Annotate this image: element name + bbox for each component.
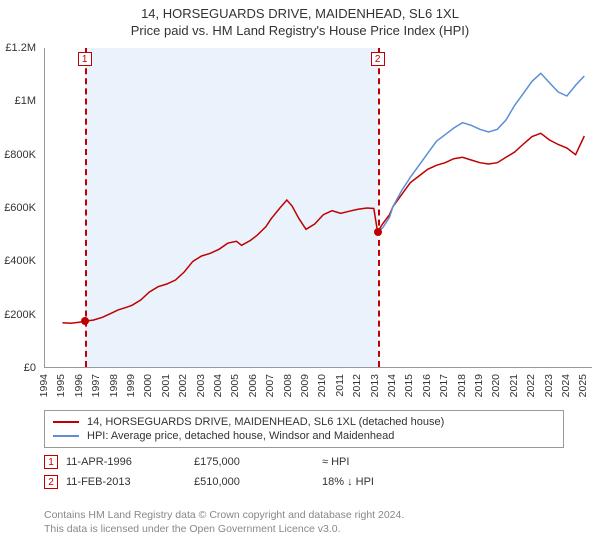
legend-label: 14, HORSEGUARDS DRIVE, MAIDENHEAD, SL6 1… [87, 416, 444, 428]
x-tick-label: 2012 [351, 374, 363, 397]
x-tick-label: 2013 [369, 374, 381, 397]
legend-label: HPI: Average price, detached house, Wind… [87, 430, 394, 442]
chart-container: 14, HORSEGUARDS DRIVE, MAIDENHEAD, SL6 1… [0, 0, 600, 560]
legend: 14, HORSEGUARDS DRIVE, MAIDENHEAD, SL6 1… [44, 410, 564, 448]
x-tick-label: 1994 [38, 374, 50, 397]
x-tick-label: 2000 [142, 374, 154, 397]
legend-item: HPI: Average price, detached house, Wind… [53, 429, 555, 443]
legend-swatch [53, 435, 79, 437]
y-tick-label: £0 [24, 362, 36, 374]
x-tick-label: 2011 [334, 374, 346, 397]
sale-dot [81, 317, 89, 325]
y-tick-label: £400K [4, 255, 36, 267]
footer: Contains HM Land Registry data © Crown c… [44, 508, 564, 536]
x-tick-label: 1998 [108, 374, 120, 397]
title-block: 14, HORSEGUARDS DRIVE, MAIDENHEAD, SL6 1… [0, 0, 600, 38]
x-tick-label: 2008 [282, 374, 294, 397]
x-tick-label: 2017 [438, 374, 450, 397]
x-tick-label: 2023 [543, 374, 555, 397]
x-tick-label: 2020 [490, 374, 502, 397]
x-tick-label: 2006 [247, 374, 259, 397]
series-hpi [378, 73, 585, 232]
event-price: £510,000 [194, 476, 314, 488]
x-tick-label: 2010 [316, 374, 328, 397]
footer-line-2: This data is licensed under the Open Gov… [44, 522, 564, 536]
event-date: 11-FEB-2013 [66, 476, 186, 488]
sale-marker: 1 [78, 52, 92, 66]
x-tick-label: 2009 [299, 374, 311, 397]
x-tick-label: 2022 [525, 374, 537, 397]
x-tick-label: 2024 [560, 374, 572, 397]
x-tick-label: 2019 [473, 374, 485, 397]
x-tick-label: 2007 [264, 374, 276, 397]
sale-dot [374, 228, 382, 236]
x-tick-label: 2002 [177, 374, 189, 397]
plot-area: 12 [44, 48, 592, 368]
x-tick-label: 2005 [229, 374, 241, 397]
y-tick-label: £1M [15, 95, 36, 107]
y-tick-label: £800K [4, 149, 36, 161]
x-tick-label: 2025 [577, 374, 589, 397]
x-tick-label: 2003 [195, 374, 207, 397]
series-price_paid [62, 133, 584, 323]
sale-events: 1 11-APR-1996 £175,000 ≈ HPI 2 11-FEB-2013 £51… [44, 452, 564, 492]
x-tick-label: 1996 [73, 374, 85, 397]
title-line-2: Price paid vs. HM Land Registry's House … [0, 23, 600, 38]
x-tick-label: 1997 [90, 374, 102, 397]
x-tick-label: 2015 [403, 374, 415, 397]
sale-marker: 2 [371, 52, 385, 66]
footer-line-1: Contains HM Land Registry data © Crown c… [44, 508, 564, 522]
x-tick-label: 2016 [421, 374, 433, 397]
event-date: 11-APR-1996 [66, 456, 186, 468]
event-relation: 18% ↓ HPI [322, 476, 442, 488]
y-tick-label: £200K [4, 309, 36, 321]
sale-vline [378, 48, 380, 367]
title-line-1: 14, HORSEGUARDS DRIVE, MAIDENHEAD, SL6 1… [0, 6, 600, 21]
x-tick-label: 1999 [125, 374, 137, 397]
x-tick-label: 2018 [456, 374, 468, 397]
event-marker: 2 [44, 475, 58, 489]
event-relation: ≈ HPI [322, 456, 442, 468]
legend-box: 14, HORSEGUARDS DRIVE, MAIDENHEAD, SL6 1… [44, 410, 564, 448]
x-tick-label: 2021 [508, 374, 520, 397]
chart-area: £0£200K£400K£600K£800K£1M£1.2M 12 199419… [0, 48, 600, 400]
event-row: 2 11-FEB-2013 £510,000 18% ↓ HPI [44, 472, 564, 492]
series-svg [45, 48, 593, 368]
y-tick-label: £1.2M [5, 42, 36, 54]
x-tick-label: 2014 [386, 374, 398, 397]
event-price: £175,000 [194, 456, 314, 468]
legend-item: 14, HORSEGUARDS DRIVE, MAIDENHEAD, SL6 1… [53, 415, 555, 429]
event-marker: 1 [44, 455, 58, 469]
event-row: 1 11-APR-1996 £175,000 ≈ HPI [44, 452, 564, 472]
y-axis: £0£200K£400K£600K£800K£1M£1.2M [0, 48, 40, 368]
x-tick-label: 2004 [212, 374, 224, 397]
x-tick-label: 2001 [160, 374, 172, 397]
legend-swatch [53, 421, 79, 423]
x-tick-label: 1995 [55, 374, 67, 397]
y-tick-label: £600K [4, 202, 36, 214]
